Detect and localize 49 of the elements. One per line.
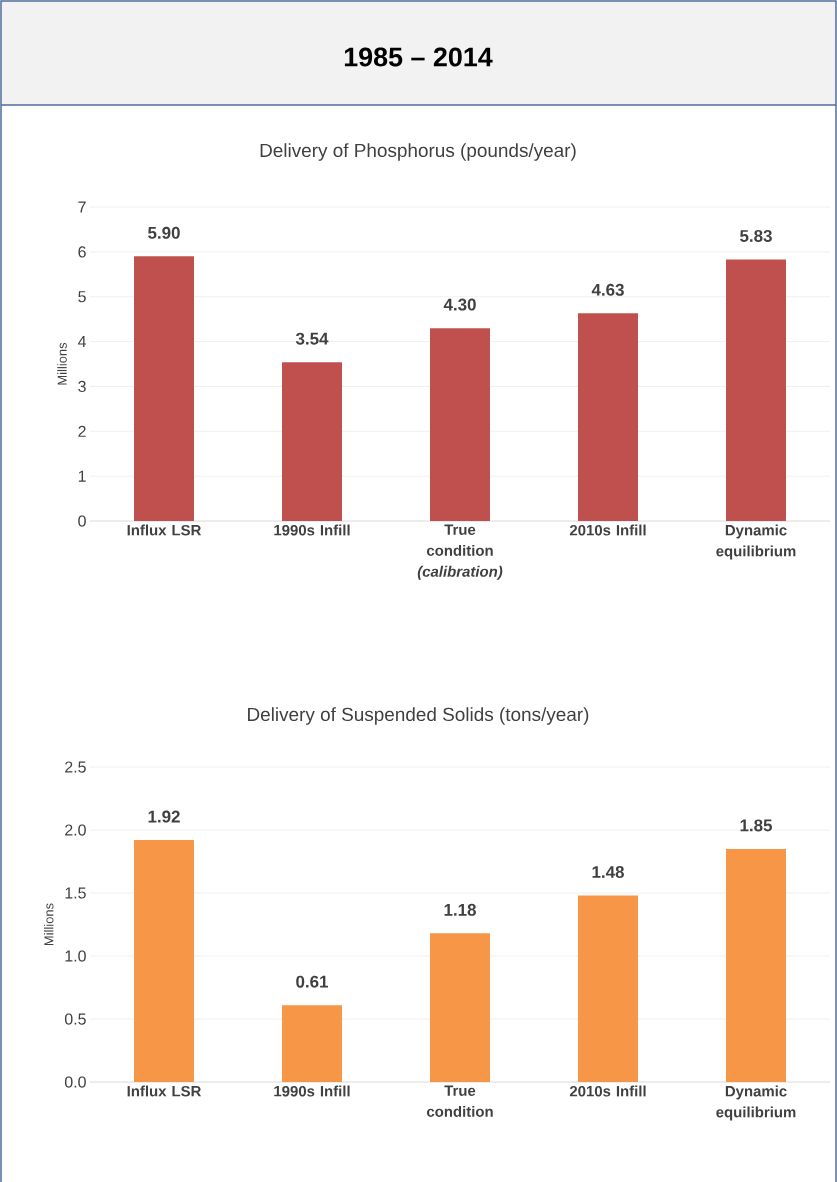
bar <box>430 933 490 1083</box>
y-axis-title: Millions <box>43 903 54 946</box>
bar <box>726 259 787 522</box>
data-label: 5.83 <box>740 229 772 242</box>
x-tick-label: Influx LSR <box>127 524 202 536</box>
data-label: 1.85 <box>740 819 773 832</box>
y-tick-label: 2.0 <box>65 824 86 836</box>
x-tick-label: 1990s Infill <box>274 1085 350 1097</box>
data-label: 4.63 <box>591 283 624 296</box>
y-tick-label: 3 <box>78 380 86 393</box>
y-tick-label: 1.0 <box>65 950 86 962</box>
bar <box>134 256 194 522</box>
bar <box>282 1005 342 1083</box>
bar <box>578 313 638 522</box>
y-tick-label: 6 <box>78 246 86 258</box>
y-tick-label: 0.5 <box>64 1013 86 1025</box>
data-label: 0.61 <box>296 975 329 988</box>
y-tick-label: 1.5 <box>65 887 86 899</box>
x-tick-label: 1990s Infill <box>274 524 350 536</box>
data-label: 1.18 <box>444 903 476 916</box>
y-tick-label: 1 <box>78 470 86 482</box>
y-tick-label: 2.5 <box>65 761 86 773</box>
bar <box>134 840 194 1083</box>
y-tick-label: 0.0 <box>64 1076 86 1088</box>
chart-subtitle: Delivery of Phosphorus (pounds/year) <box>260 143 576 161</box>
x-tick-label: True condition (calibration) <box>417 524 503 580</box>
y-tick-label: 2 <box>78 425 86 437</box>
data-label: 1.48 <box>592 866 624 879</box>
data-label: 3.54 <box>295 332 329 345</box>
x-tick-label: True condition <box>426 1085 493 1117</box>
y-tick-label: 0 <box>78 515 86 527</box>
x-tick-label: Influx LSR <box>127 1085 202 1097</box>
y-axis-title: Millions <box>57 342 67 385</box>
data-label: 5.90 <box>148 226 180 239</box>
data-label: 4.30 <box>443 298 476 311</box>
y-tick-label: 7 <box>78 201 86 213</box>
x-tick-label: Dynamic equilibrium <box>716 1085 796 1121</box>
x-tick-label: Dynamic equilibrium <box>716 524 796 560</box>
bar <box>430 328 490 522</box>
x-tick-label: 2010s Infill <box>569 1085 646 1097</box>
y-tick-label: 5 <box>78 291 86 303</box>
data-label: 1.92 <box>148 810 180 823</box>
bar <box>578 895 638 1083</box>
y-tick-label: 4 <box>77 336 87 348</box>
chart-title: 1985 – 2014 <box>344 47 493 67</box>
chart-title: Delivery of Suspended Solids (tons/year) <box>248 707 589 725</box>
bar <box>282 362 342 522</box>
x-tick-label: 2010s Infill <box>569 524 646 536</box>
bar <box>726 848 787 1083</box>
